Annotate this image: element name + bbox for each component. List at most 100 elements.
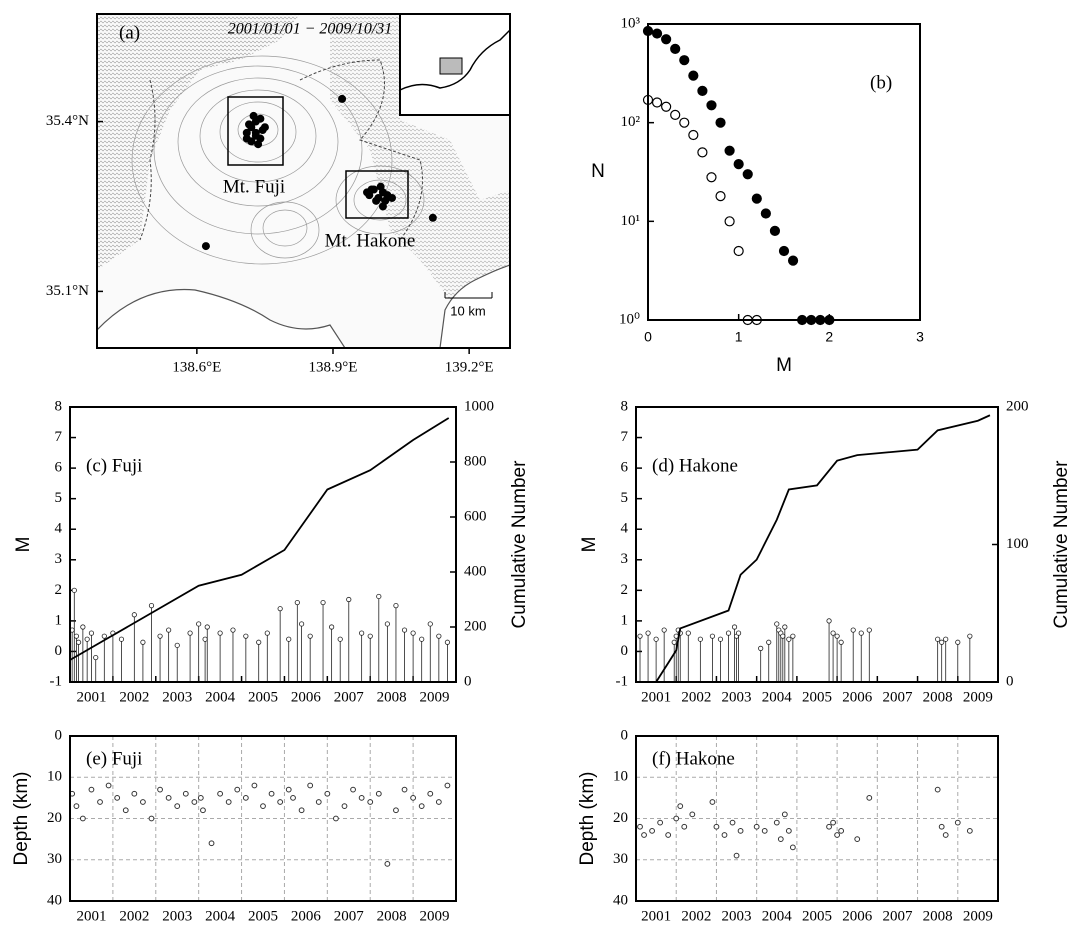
- data-point: [769, 225, 781, 236]
- epicenter: [242, 128, 251, 137]
- stem-head: [661, 627, 667, 633]
- y-tick-label: 2: [621, 582, 629, 598]
- x-tick-label: 2003: [722, 908, 752, 924]
- data-point: [709, 799, 716, 805]
- data-point: [706, 100, 717, 111]
- y2-tick-label: 1000: [464, 398, 494, 414]
- plot-frame: [96, 13, 511, 349]
- data-point: [165, 794, 172, 801]
- data-point: [114, 794, 121, 801]
- stem-head: [196, 621, 202, 627]
- y-axis-label: Depth (km): [577, 772, 598, 866]
- data-point: [225, 799, 232, 805]
- stem-head: [101, 633, 107, 639]
- x-tick-label: 2007: [882, 908, 913, 924]
- stem-head: [157, 633, 163, 639]
- data-point: [724, 216, 735, 227]
- stem-head: [131, 612, 137, 618]
- x-tick-label: 2004: [762, 689, 793, 705]
- x-tick-label: 2009: [420, 908, 450, 924]
- y-tick-label: 8: [55, 398, 63, 414]
- stem-head: [637, 633, 643, 639]
- stem-head: [427, 621, 433, 627]
- epicenter: [260, 123, 269, 132]
- data-point: [277, 799, 284, 805]
- y-tick-label: 7: [621, 429, 629, 445]
- y-tick-label: 10: [47, 769, 62, 785]
- x-tick-label: 2005: [802, 689, 832, 705]
- data-point: [761, 827, 768, 834]
- data-point: [105, 782, 112, 789]
- y-tick-label: 8: [621, 398, 629, 414]
- data-point: [260, 803, 266, 810]
- x-axis-label: M: [776, 355, 792, 376]
- y-tick-label: 1: [55, 612, 63, 628]
- data-point: [934, 786, 941, 793]
- stem-head: [780, 633, 786, 639]
- panel-label: (c) Fuji: [86, 455, 142, 476]
- stem-head: [204, 624, 210, 630]
- x-tick-label: 2002: [119, 908, 149, 924]
- data-point: [777, 836, 784, 843]
- x-tick-label: 2006: [842, 908, 873, 924]
- x-tick-label: 2004: [205, 908, 236, 924]
- stem-head: [367, 633, 373, 639]
- epicenter: [372, 196, 381, 205]
- data-point: [641, 832, 647, 838]
- stem-head: [393, 603, 399, 609]
- stem-head: [685, 630, 691, 636]
- data-point: [697, 147, 708, 158]
- data-point: [637, 823, 643, 830]
- y2-tick-label: 100: [1006, 536, 1029, 552]
- stem-head: [243, 633, 249, 639]
- stem-head: [298, 621, 305, 627]
- data-point: [285, 786, 292, 793]
- x-tick-label: 0: [644, 329, 652, 345]
- y2-tick-label: 0: [464, 673, 472, 689]
- stem-head: [671, 639, 677, 645]
- stem-head: [717, 636, 724, 642]
- y-tick-label: 10: [613, 769, 628, 785]
- stem-head: [346, 596, 352, 603]
- y-tick-label: 2: [55, 582, 63, 598]
- plot-frame: [69, 406, 457, 683]
- data-point: [217, 790, 224, 797]
- data-point: [651, 28, 663, 39]
- x-tick-label: 2001: [76, 689, 106, 705]
- epicenter: [378, 202, 387, 211]
- y-tick-label: 3: [55, 551, 63, 567]
- data-point: [234, 786, 241, 793]
- epicenter: [428, 213, 437, 222]
- y-axis-label: M: [13, 537, 34, 553]
- data-point: [834, 832, 841, 838]
- x-tick-label: 2002: [681, 689, 711, 705]
- stem-head: [84, 636, 90, 642]
- y-tick-label: 40: [613, 892, 628, 908]
- data-point: [350, 786, 356, 793]
- x-tick-label: 139.2°E: [445, 359, 494, 375]
- data-point: [268, 790, 275, 797]
- data-point: [367, 799, 374, 805]
- place-label: Mt. Fuji: [223, 176, 285, 197]
- stem-head: [307, 633, 313, 639]
- data-point: [333, 815, 339, 822]
- data-point: [661, 34, 672, 45]
- data-point: [954, 819, 961, 826]
- data-point: [182, 790, 189, 797]
- stem-head: [202, 636, 208, 642]
- data-point: [677, 803, 684, 810]
- y-tick-label: 3: [621, 551, 629, 567]
- stem-head: [830, 630, 836, 636]
- x-tick-label: 2005: [248, 689, 278, 705]
- y2-tick-label: 800: [464, 453, 487, 469]
- x-tick-label: 2006: [291, 908, 322, 924]
- stem-head: [230, 627, 236, 633]
- x-tick-label: 2006: [842, 689, 873, 705]
- panel-label: (d) Hakone: [652, 455, 738, 476]
- data-point: [760, 208, 771, 219]
- data-point: [679, 117, 690, 128]
- stem-head: [71, 587, 77, 593]
- data-point: [826, 823, 832, 830]
- y-tick-label: 6: [55, 460, 63, 476]
